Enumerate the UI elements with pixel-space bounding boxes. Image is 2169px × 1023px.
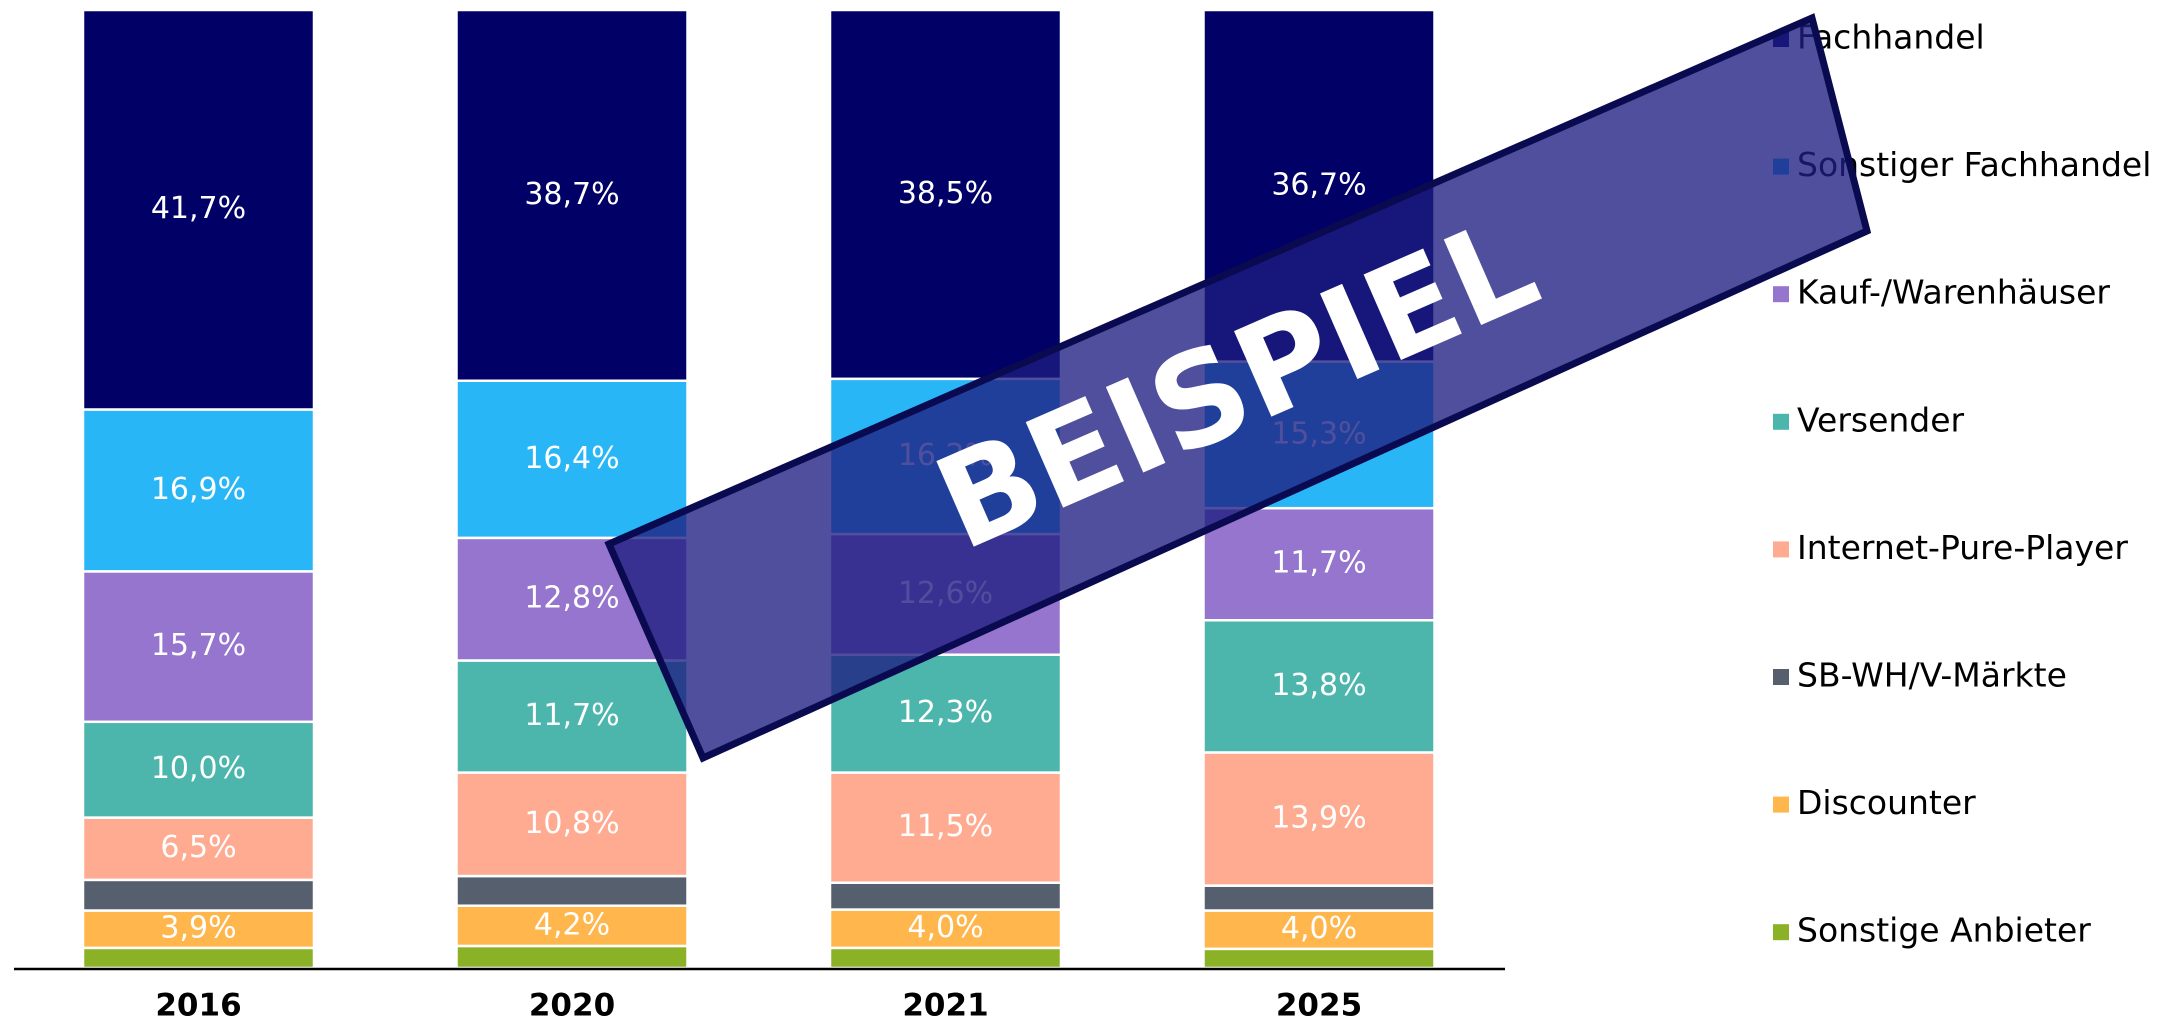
bar-segment	[81, 878, 316, 912]
data-label: 38,7%	[524, 177, 619, 212]
bar-segment	[81, 8, 316, 411]
data-label: 16,4%	[524, 441, 619, 476]
bar-segment	[1202, 751, 1436, 887]
bar-segment	[455, 8, 689, 382]
watermark-banner	[604, 13, 1872, 763]
data-label: 12,8%	[524, 581, 619, 616]
legend-swatch	[1773, 796, 1789, 813]
data-label: 13,9%	[1271, 801, 1366, 836]
bar-segment	[81, 408, 316, 573]
legend-label: Fachhandel	[1797, 18, 1985, 57]
legend-label: SB-WH/V-Märkte	[1797, 656, 2067, 695]
x-tick-label: 2021	[902, 988, 988, 1023]
legend-label: Versender	[1797, 400, 1965, 439]
bar-segment	[81, 720, 316, 819]
data-label: 41,7%	[151, 191, 246, 226]
bar-segment	[81, 570, 316, 724]
legend-label: Discounter	[1797, 783, 1976, 822]
bar-segment	[455, 874, 689, 907]
bar-segment	[828, 8, 1063, 381]
bar-segment	[1202, 884, 1436, 912]
bar-segment	[455, 771, 689, 878]
x-tick-label: 2016	[155, 988, 241, 1023]
data-label: 6,5%	[160, 830, 236, 865]
data-label: 36,7%	[1271, 167, 1366, 202]
legend-swatch	[1773, 669, 1789, 685]
data-label: 3,9%	[160, 911, 236, 946]
legend-swatch	[1773, 924, 1789, 941]
bar-segment	[455, 944, 689, 970]
bar-segment	[81, 946, 316, 970]
data-label: 38,5%	[898, 176, 993, 211]
bar-segment	[828, 946, 1063, 970]
data-label: 4,2%	[534, 907, 610, 942]
data-label: 11,5%	[898, 809, 993, 844]
bar-segment	[828, 881, 1063, 911]
data-label: 10,8%	[524, 806, 619, 841]
bar-segment	[1202, 947, 1436, 970]
legend-label: Internet-Pure-Player	[1797, 528, 2128, 567]
bar-segment	[81, 816, 316, 882]
legend: Sonstige Anbieter Discounter SB-WH/V-Märkt…	[1773, 18, 2151, 950]
legend-swatch	[1773, 286, 1789, 303]
data-label: 15,7%	[151, 628, 246, 663]
data-label: 16,9%	[151, 472, 246, 507]
legend-swatch	[1773, 413, 1789, 430]
bar-segment	[1202, 506, 1436, 622]
legend-swatch	[1773, 541, 1789, 558]
data-label: 11,7%	[524, 698, 619, 733]
data-label: 11,7%	[1271, 546, 1366, 581]
x-tick-label: 2020	[529, 988, 615, 1023]
bar-segment	[81, 909, 316, 950]
bar-segment	[1202, 618, 1436, 754]
data-label: 4,0%	[1281, 911, 1357, 946]
data-label: 12,3%	[898, 695, 993, 730]
legend-label: Sonstige Anbieter	[1797, 911, 2091, 950]
bar-segment	[828, 771, 1063, 884]
data-label: 13,8%	[1271, 668, 1366, 703]
data-label: 10,0%	[151, 751, 246, 786]
data-label: 4,0%	[907, 910, 983, 945]
x-tick-label: 2025	[1276, 988, 1362, 1023]
legend-label: Kauf-/Warenhäuser	[1797, 273, 2110, 312]
